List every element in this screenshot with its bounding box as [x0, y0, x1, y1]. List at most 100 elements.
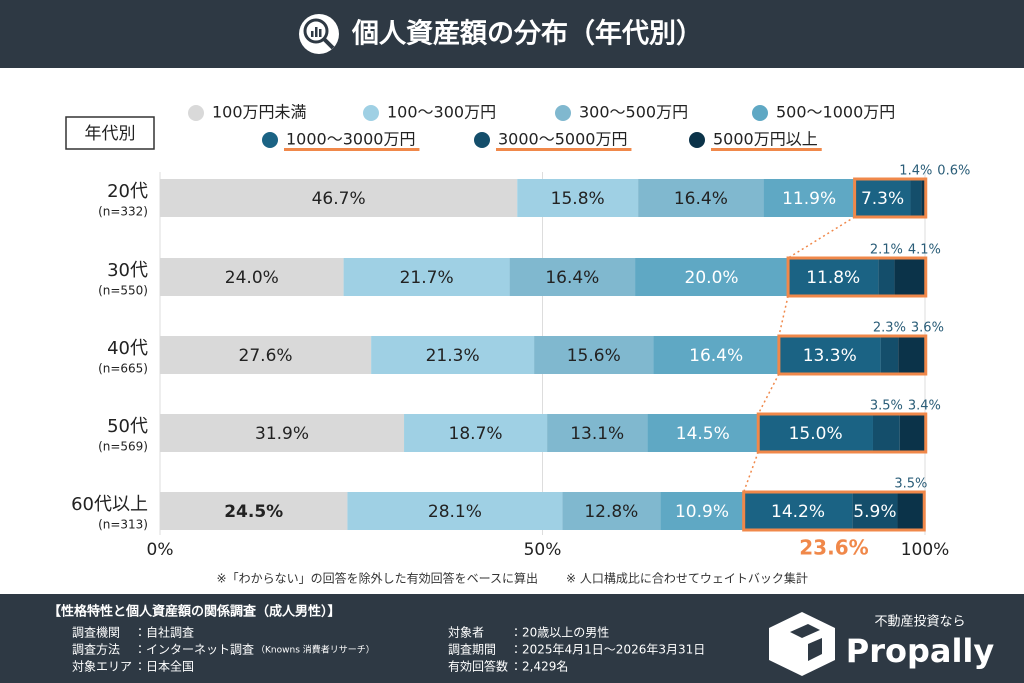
legend-highlight [284, 148, 420, 151]
bar-segment [547, 414, 648, 452]
value-label: 2.3% [873, 321, 906, 336]
sample-size: (n=550) [98, 284, 148, 298]
bar-segment [160, 336, 372, 374]
category-label: 60代以上 [71, 494, 148, 515]
footer-label: 対象者 [448, 626, 484, 640]
category-label: 30代 [107, 260, 148, 281]
bar-segment [778, 336, 881, 374]
footer-label: 調査機関 [72, 626, 120, 640]
highlight-box [756, 412, 928, 454]
category-label: 20代 [107, 181, 148, 202]
legend-label: 300〜500万円 [579, 103, 688, 122]
bar-segment [160, 179, 518, 217]
bar-segment [160, 414, 405, 452]
legend-swatch [188, 105, 204, 121]
value-label: 0.6% [937, 164, 970, 179]
connector [757, 373, 780, 415]
bar-segment [638, 179, 764, 217]
footer-label: 有効回答数 [448, 659, 508, 674]
value-label: 14.2% [771, 502, 825, 522]
legend-label: 3000〜5000万円 [498, 130, 627, 149]
footer-value: ：インターネット調査 [134, 643, 254, 657]
bar-segment [653, 336, 779, 374]
bar-segment [517, 179, 639, 217]
bar-segment [635, 258, 789, 296]
sample-size: (n=332) [98, 205, 148, 219]
value-label: 31.9% [255, 424, 309, 444]
x-tick-label: 0% [147, 540, 174, 560]
bar-segment [880, 336, 899, 374]
sample-size: (n=569) [98, 440, 148, 454]
legend-swatch [363, 105, 379, 121]
legend-highlight [711, 148, 822, 151]
sample-size: (n=665) [98, 362, 148, 376]
value-label: 14.5% [676, 424, 730, 444]
bar-segment [897, 492, 925, 530]
bar-segment [647, 414, 759, 452]
value-label: 11.8% [806, 268, 860, 288]
footer-label: 調査方法 [72, 642, 120, 657]
brand-name: Propally [846, 632, 995, 670]
value-label: 3.5% [870, 399, 903, 414]
footer-bar [0, 594, 1024, 683]
value-label: 15.8% [551, 189, 605, 209]
page-title: 個人資産額の分布（年代別） [351, 18, 703, 50]
bar-segment [343, 258, 510, 296]
legend-label: 1000〜3000万円 [286, 130, 415, 149]
value-label: 24.5% [224, 502, 283, 522]
bar-segment [788, 258, 879, 296]
bar-segment [160, 492, 348, 530]
footer-note: （Knowns 消費者リサーチ） [256, 644, 375, 656]
bar-segment [763, 179, 855, 217]
axis-label: 年代別 [85, 124, 136, 144]
value-label: 18.7% [449, 424, 503, 444]
legend-swatch [474, 132, 490, 148]
bar-segment [854, 179, 911, 217]
legend-label: 5000万円以上 [713, 130, 818, 149]
logo [769, 612, 835, 676]
bar-segment [921, 179, 926, 217]
legend-swatch [689, 132, 705, 148]
value-label: 16.4% [545, 268, 599, 288]
bar-segment [852, 492, 898, 530]
value-label: 11.9% [782, 189, 836, 209]
footer-value: ：日本全国 [134, 660, 194, 674]
bar-segment [534, 336, 654, 374]
footer-value: ：自社調査 [134, 625, 194, 640]
footer-value: ：20歳以上の男性 [510, 626, 609, 640]
axis-label-box [65, 116, 155, 150]
bar-segment [160, 258, 344, 296]
footer-label: 対象エリア [72, 660, 132, 674]
bar-segment [404, 414, 548, 452]
legend-swatch [752, 105, 768, 121]
value-label: 2.1% [870, 243, 903, 258]
connector [787, 216, 856, 259]
category-label: 50代 [107, 416, 148, 437]
highlight-box [786, 256, 928, 298]
category-label: 40代 [107, 338, 148, 359]
value-label: 12.8% [584, 502, 638, 522]
legend-highlight [496, 148, 632, 151]
bar-segment [898, 336, 926, 374]
bar-segment [894, 258, 926, 296]
bar-segment [509, 258, 636, 296]
highlight-box [742, 490, 926, 532]
value-label: 21.7% [400, 268, 454, 288]
value-label: 5.9% [853, 502, 896, 522]
bar-segment [660, 492, 744, 530]
legend-swatch [262, 132, 278, 148]
connector [742, 451, 759, 493]
value-label: 24.0% [225, 268, 279, 288]
connector [778, 295, 789, 337]
annotation: 23.6% [799, 536, 868, 560]
value-label: 13.3% [803, 346, 857, 366]
value-label: 20.0% [685, 268, 739, 288]
legend-label: 500〜1000万円 [776, 103, 895, 122]
x-tick-label: 100% [901, 540, 950, 560]
bar-segment [872, 414, 900, 452]
bar-segment [743, 492, 853, 530]
value-label: 27.6% [239, 346, 293, 366]
header-bar [0, 0, 1024, 68]
highlight-box [777, 334, 928, 376]
value-label: 3.5% [894, 477, 927, 492]
